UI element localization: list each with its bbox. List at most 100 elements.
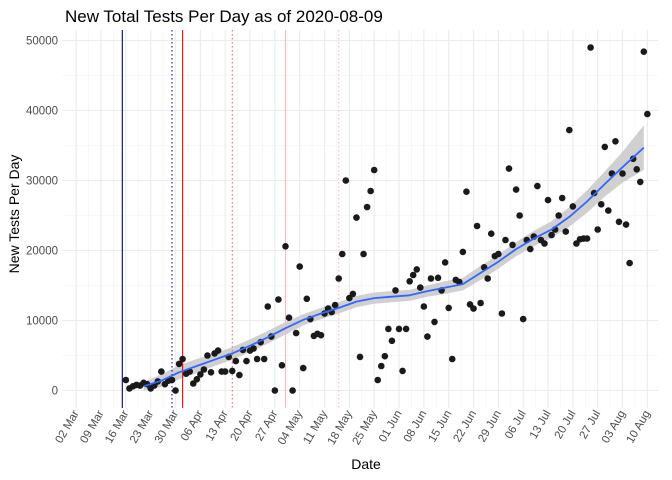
data-point xyxy=(420,303,428,310)
data-point xyxy=(399,367,406,375)
data-point xyxy=(605,207,612,214)
data-point xyxy=(413,266,421,273)
data-point xyxy=(555,212,562,219)
x-tick-label: 30 Mar xyxy=(153,408,181,445)
data-point xyxy=(424,333,431,340)
data-point xyxy=(448,355,456,363)
data-point xyxy=(236,371,243,379)
data-point xyxy=(594,226,601,233)
data-point xyxy=(193,376,201,383)
data-point xyxy=(470,305,477,312)
data-point xyxy=(360,250,367,258)
data-point xyxy=(204,352,211,359)
data-point xyxy=(381,352,389,360)
data-point xyxy=(541,240,548,247)
data-point xyxy=(548,231,555,239)
vertical-reference-lines xyxy=(121,30,340,408)
data-point xyxy=(516,212,523,219)
data-point xyxy=(498,310,506,317)
x-tick-label: 08 Jun xyxy=(402,409,430,445)
data-point xyxy=(505,165,513,172)
data-point xyxy=(587,44,594,51)
data-point xyxy=(228,367,236,375)
data-point xyxy=(612,138,619,145)
data-point xyxy=(526,245,534,253)
data-point xyxy=(633,166,641,173)
data-point xyxy=(168,376,176,384)
y-tick-label: 20000 xyxy=(26,246,58,258)
data-point xyxy=(495,250,502,258)
data-point xyxy=(597,201,605,208)
data-point xyxy=(431,318,438,326)
x-tick-label: 10 Aug xyxy=(625,409,653,446)
data-point xyxy=(640,48,648,55)
data-point xyxy=(622,221,630,228)
data-point xyxy=(296,263,303,270)
data-point xyxy=(342,177,350,184)
y-tick-label: 10000 xyxy=(26,316,58,328)
data-point xyxy=(232,357,240,365)
data-point xyxy=(445,304,452,312)
y-tick-label: 30000 xyxy=(26,176,58,188)
x-tick-label: 06 Jul xyxy=(503,409,529,442)
confidence-band xyxy=(143,125,644,391)
smooth-trend-group xyxy=(143,146,645,388)
data-point xyxy=(636,178,644,186)
data-point xyxy=(477,299,484,307)
data-point xyxy=(271,387,279,394)
x-tick-label: 22 Jun xyxy=(451,409,479,445)
data-point xyxy=(221,368,229,375)
data-point xyxy=(250,345,257,352)
data-point xyxy=(558,194,566,202)
data-point xyxy=(484,275,492,282)
data-point xyxy=(353,214,360,221)
x-tick-label: 13 Apr xyxy=(204,408,231,443)
data-point xyxy=(292,329,300,337)
data-point xyxy=(122,376,130,384)
x-axis-title: Date xyxy=(351,456,381,472)
y-axis-ticks: 0 10000 20000 30000 40000 50000 xyxy=(26,36,58,398)
data-point xyxy=(367,187,374,195)
data-point xyxy=(402,325,410,333)
data-point xyxy=(512,186,520,193)
y-tick-label: 40000 xyxy=(26,106,58,118)
data-point xyxy=(590,189,598,197)
data-point xyxy=(253,355,261,363)
data-point xyxy=(459,248,467,256)
data-point xyxy=(282,243,289,250)
data-point xyxy=(534,182,541,190)
data-point xyxy=(519,315,527,323)
data-point xyxy=(338,250,346,258)
x-tick-label: 25 May xyxy=(351,408,380,447)
x-tick-label: 15 Jun xyxy=(427,409,455,445)
x-tick-label: 20 Apr xyxy=(229,408,256,443)
y-tick-label: 0 xyxy=(52,386,58,398)
data-point xyxy=(285,314,293,322)
data-point xyxy=(299,364,307,372)
data-point xyxy=(544,196,552,204)
data-point xyxy=(644,110,651,118)
data-point xyxy=(175,360,183,368)
data-point xyxy=(264,303,272,310)
data-point xyxy=(583,235,591,242)
x-tick-label: 27 Apr xyxy=(253,408,280,443)
data-point xyxy=(417,284,424,291)
data-point xyxy=(158,368,165,375)
data-point xyxy=(179,355,186,363)
data-point xyxy=(562,228,570,235)
data-point xyxy=(275,296,282,303)
x-tick-label: 01 Jun xyxy=(377,409,405,445)
data-point xyxy=(377,362,385,370)
x-tick-label: 13 Jul xyxy=(528,409,554,442)
chart-title: New Total Tests Per Day as of 2020-08-09 xyxy=(65,7,383,26)
data-point xyxy=(303,295,311,303)
y-tick-label: 50000 xyxy=(26,36,58,48)
data-point xyxy=(434,274,442,282)
data-point xyxy=(615,218,623,226)
data-point xyxy=(214,347,222,354)
data-point xyxy=(317,331,325,339)
x-tick-label: 06 Apr xyxy=(179,408,206,443)
data-point xyxy=(601,143,609,151)
data-point xyxy=(260,355,268,363)
